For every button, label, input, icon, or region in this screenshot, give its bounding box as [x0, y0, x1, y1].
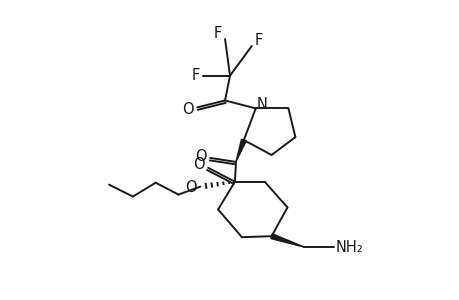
Polygon shape: [235, 139, 246, 162]
Text: F: F: [254, 32, 262, 47]
Text: F: F: [191, 68, 199, 83]
Text: O: O: [195, 149, 207, 164]
Text: O: O: [193, 158, 205, 172]
Text: O: O: [185, 180, 197, 195]
Text: F: F: [213, 26, 222, 40]
Text: NH₂: NH₂: [335, 240, 363, 255]
Polygon shape: [270, 234, 304, 247]
Text: N: N: [256, 97, 267, 112]
Text: O: O: [182, 102, 194, 117]
